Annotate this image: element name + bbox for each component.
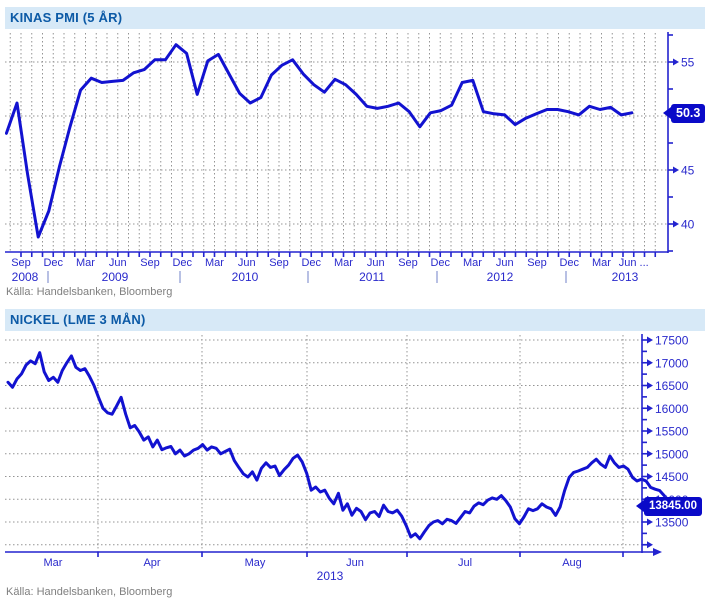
svg-text:Jun: Jun xyxy=(346,557,364,569)
y-tick-arrow-icon xyxy=(647,518,653,526)
y-tick-arrow-icon xyxy=(673,166,679,174)
svg-text:Apr: Apr xyxy=(143,557,160,569)
svg-text:Mar: Mar xyxy=(76,257,95,269)
svg-text:2008: 2008 xyxy=(12,270,39,284)
nickel-source-caption: Källa: Handelsbanken, Bloomberg xyxy=(6,586,173,598)
pmi-horizontal-gridlines xyxy=(5,61,668,225)
svg-text:Jun: Jun xyxy=(109,257,127,269)
svg-text:17000: 17000 xyxy=(655,356,689,370)
tag-pointer-icon xyxy=(636,500,644,512)
svg-text:45: 45 xyxy=(681,164,695,178)
svg-text:17500: 17500 xyxy=(655,334,689,348)
svg-text:Jul: Jul xyxy=(458,557,472,569)
svg-text:Mar: Mar xyxy=(592,257,611,269)
svg-text:Mar: Mar xyxy=(463,257,482,269)
svg-text:Dec: Dec xyxy=(559,257,579,269)
svg-text:Sep: Sep xyxy=(11,257,31,269)
svg-text:14500: 14500 xyxy=(655,470,689,484)
svg-text:Aug: Aug xyxy=(562,557,582,569)
svg-text:Jun ...: Jun ... xyxy=(619,257,649,269)
pmi-source-caption: Källa: Handelsbanken, Bloomberg xyxy=(6,286,173,298)
svg-text:2010: 2010 xyxy=(232,270,259,284)
pmi-last-value-tag: 50.3 xyxy=(663,103,706,123)
pmi-chart-title: KINAS PMI (5 ÅR) xyxy=(5,7,705,29)
nickel-horizontal-gridlines xyxy=(5,339,642,546)
svg-text:16500: 16500 xyxy=(655,379,689,393)
y-tick-arrow-icon xyxy=(647,450,653,458)
y-tick-arrow-icon xyxy=(647,541,653,549)
y-tick-arrow-icon xyxy=(647,382,653,389)
y-tick-arrow-icon xyxy=(647,427,653,435)
svg-text:16000: 16000 xyxy=(655,402,689,416)
nickel-vertical-gridlines xyxy=(97,335,624,552)
y-tick-arrow-icon xyxy=(647,336,653,344)
svg-text:Sep: Sep xyxy=(269,257,289,269)
svg-text:May: May xyxy=(245,557,266,569)
svg-text:15500: 15500 xyxy=(655,425,689,439)
svg-text:2009: 2009 xyxy=(102,270,129,284)
svg-text:40: 40 xyxy=(681,218,695,232)
nickel-axes xyxy=(5,334,662,556)
pmi-x-tick-labels: Sep Dec Mar Jun Sep Dec Mar Jun Sep Dec Mar Jun Sep D… xyxy=(11,252,657,269)
svg-text:Dec: Dec xyxy=(301,257,321,269)
y-tick-arrow-icon xyxy=(647,404,653,412)
svg-text:Dec: Dec xyxy=(172,257,192,269)
svg-text:Sep: Sep xyxy=(140,257,160,269)
y-tick-arrow-icon xyxy=(647,473,653,480)
pmi-axes xyxy=(5,32,669,253)
svg-text:2012: 2012 xyxy=(487,270,514,284)
svg-text:Mar: Mar xyxy=(334,257,353,269)
svg-text:Dec: Dec xyxy=(430,257,450,269)
svg-text:15000: 15000 xyxy=(655,447,689,461)
tag-pointer-icon xyxy=(663,107,671,119)
nickel-y-tick-labels: 1350014000145001500015500160001650017000… xyxy=(642,334,689,549)
svg-text:Jun: Jun xyxy=(496,257,514,269)
svg-text:2011: 2011 xyxy=(359,270,385,284)
y-tick-arrow-icon xyxy=(647,359,653,367)
x-axis-arrow-icon xyxy=(653,548,662,556)
svg-text:Jun: Jun xyxy=(238,257,256,269)
pmi-year-labels: 2008 2009 2010 2011 2012 2013 xyxy=(12,270,639,284)
nickel-last-value: 13845.00 xyxy=(644,496,702,516)
pmi-line xyxy=(5,43,634,239)
pmi-chart-canvas: 40455055SepDecMarJunSepDecMarJunSepDecMa… xyxy=(5,32,695,284)
svg-text:55: 55 xyxy=(681,56,695,70)
nickel-price-line xyxy=(6,351,675,541)
nickel-x-tick-labels: Mar Apr May Jun Jul Aug xyxy=(44,552,624,569)
svg-text:2013: 2013 xyxy=(317,569,344,583)
nickel-chart-canvas: 1350014000145001500015500160001650017000… xyxy=(5,334,689,583)
svg-text:Sep: Sep xyxy=(527,257,547,269)
nickel-chart-title: NICKEL (LME 3 MÅN) xyxy=(5,309,705,331)
svg-text:13500: 13500 xyxy=(655,516,689,530)
svg-text:Dec: Dec xyxy=(43,257,63,269)
y-tick-arrow-icon xyxy=(673,220,679,228)
pmi-y-tick-labels: 40455055 xyxy=(668,34,695,252)
svg-text:Mar: Mar xyxy=(44,557,63,569)
nickel-year-labels: 2013 xyxy=(317,569,344,583)
svg-text:2013: 2013 xyxy=(612,270,639,284)
pmi-vertical-gridlines xyxy=(9,33,656,252)
svg-text:Mar: Mar xyxy=(205,257,224,269)
y-tick-arrow-icon xyxy=(673,58,679,66)
nickel-last-value-tag: 13845.00 xyxy=(636,496,702,516)
pmi-last-value: 50.3 xyxy=(671,103,706,123)
svg-text:Sep: Sep xyxy=(398,257,418,269)
svg-text:Jun: Jun xyxy=(367,257,385,269)
